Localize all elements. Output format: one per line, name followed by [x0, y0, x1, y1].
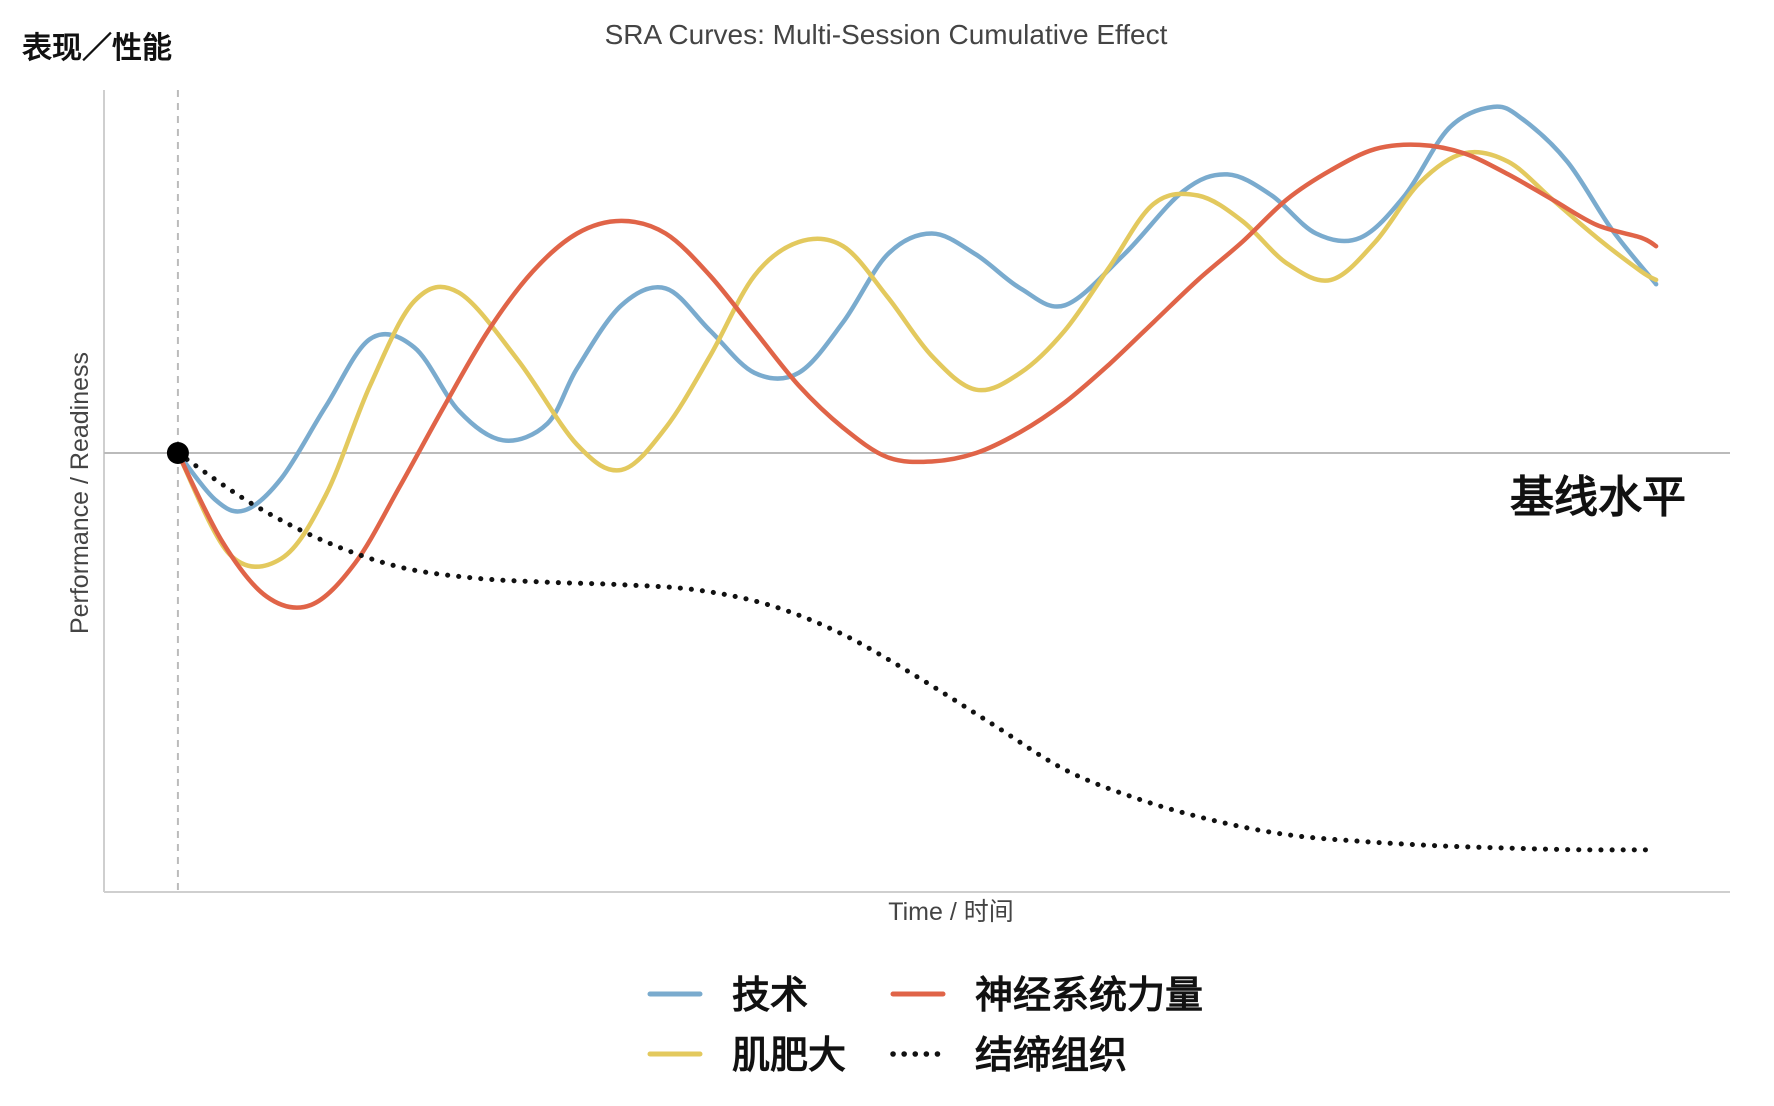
corner-label: 表现／性能 — [22, 31, 172, 66]
baseline-label: 基线水平 — [1510, 472, 1686, 523]
axes — [103, 90, 1730, 893]
y-axis-label: Performance / Readiness — [66, 352, 94, 634]
x-axis-label: Time / 时间 — [888, 898, 1013, 926]
marker-layer — [166, 442, 189, 465]
series-layer — [175, 104, 1659, 853]
legend-label-3: 神经系统力量 — [975, 973, 1203, 1017]
series-line-2 — [175, 149, 1659, 569]
reference-lines — [104, 90, 1730, 892]
legend-label-4: 结缔组织 — [975, 1033, 1127, 1077]
legend-label-1: 技术 — [732, 973, 808, 1017]
series-line-1 — [175, 104, 1659, 514]
series-line-3 — [175, 142, 1659, 610]
legend-label-2: 肌肥大 — [732, 1033, 846, 1077]
chart-title: SRA Curves: Multi-Session Cumulative Eff… — [605, 19, 1168, 50]
series-line-4 — [175, 450, 1659, 853]
start-marker — [166, 442, 189, 465]
